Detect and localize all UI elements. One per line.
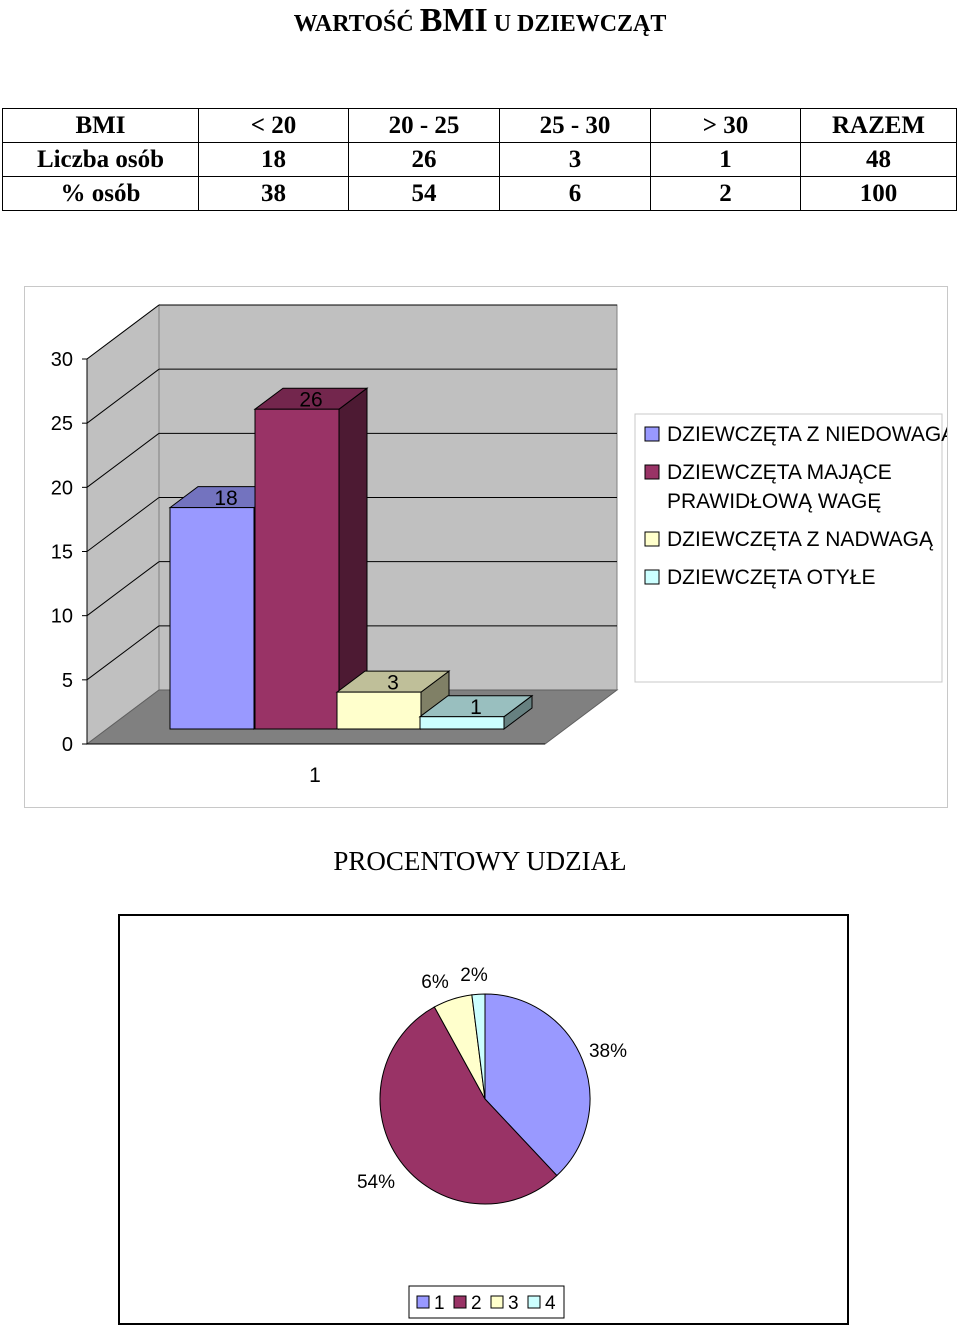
x-tick-label: 1 (309, 764, 321, 787)
gridline (86, 625, 160, 681)
legend-label: DZIEWCZĘTA Z NIEDOWAGĄ (667, 423, 947, 446)
table-cell: 26 (348, 142, 500, 177)
table-cell: 20 - 25 (348, 108, 500, 143)
title-part-1: WARTOŚĆ (293, 11, 420, 37)
pie-data-label: 6% (421, 972, 449, 993)
legend-swatch (644, 464, 660, 480)
bar (419, 716, 505, 730)
pie-chart: 38% 54% 6% 2% 1 2 3 4 (118, 914, 849, 1325)
table-cell: 2 (650, 176, 801, 211)
table-row: % osób 38 54 6 2 100 (2, 176, 957, 211)
table-cell: RAZEM (800, 108, 957, 143)
table-row-header: BMI (2, 108, 199, 143)
legend-label: DZIEWCZĘTA MAJĄCE PRAWIDŁOWĄ WAGĘ (667, 461, 892, 513)
pie-legend-label: 1 (434, 1293, 445, 1314)
pie-legend-swatch (453, 1295, 467, 1309)
y-tick-label: 30 (51, 349, 73, 371)
y-tick-label: 5 (62, 670, 73, 692)
table-cell: 100 (800, 176, 957, 211)
gridline (86, 368, 160, 424)
title-part-3: U DZIEWCZĄT (487, 11, 667, 37)
y-tick-label: 10 (51, 606, 73, 628)
pie-slice (471, 993, 486, 1100)
bar-data-label: 18 (214, 487, 237, 510)
table-cell: 18 (198, 142, 349, 177)
legend-swatch (644, 426, 660, 442)
page-title: WARTOŚĆ BMI U DZIEWCZĄT (0, 0, 960, 44)
pie-data-label: 2% (460, 965, 488, 986)
pie-data-label: 38% (589, 1041, 627, 1062)
bar-data-label: 1 (470, 696, 482, 719)
y-tick-label: 20 (51, 477, 73, 499)
legend-swatch (644, 531, 660, 547)
bar (336, 691, 422, 730)
legend-swatch (644, 569, 660, 585)
pie-data-label: 54% (357, 1172, 395, 1193)
table-cell: 25 - 30 (499, 108, 651, 143)
y-tick-label: 0 (62, 734, 73, 756)
table-row: BMI < 20 20 - 25 25 - 30 > 30 RAZEM (2, 108, 957, 143)
gridline (86, 497, 160, 552)
pie-slice (379, 1006, 558, 1205)
bar (169, 507, 255, 730)
table-cell: 1 (650, 142, 801, 177)
gridline (86, 304, 160, 360)
table-cell: 3 (499, 142, 651, 177)
table-cell: < 20 (198, 108, 349, 143)
table-cell: 6 (499, 176, 651, 211)
gridline (86, 432, 160, 488)
pie-legend-swatch (527, 1295, 541, 1309)
pie-legend-label: 3 (508, 1293, 519, 1314)
table-cell: > 30 (650, 108, 801, 143)
pie-legend-swatch (490, 1295, 504, 1309)
legend-label: DZIEWCZĘTA OTYŁE (667, 566, 875, 589)
pie-legend-label: 2 (471, 1293, 482, 1314)
legend-box (634, 413, 943, 683)
bmi-table: BMI < 20 20 - 25 25 - 30 > 30 RAZEM Liczba osó… (2, 108, 957, 211)
y-tick-label: 25 (51, 413, 73, 435)
title-part-2: BMI (419, 2, 488, 39)
table-cell: 54 (348, 176, 500, 211)
table-cell: 38 (198, 176, 349, 211)
bar-chart: 0 5 10 15 20 25 30 18 26 3 1 1 DZIEWCZĘTA Z NIEDOWAG… (24, 286, 956, 808)
bar-data-label: 3 (387, 672, 399, 695)
pie-legend-box (408, 1285, 565, 1319)
table-row-header: Liczba osób (2, 142, 199, 177)
table-row-header: % osób (2, 176, 199, 211)
pie-legend-swatch (416, 1295, 430, 1309)
legend-label: DZIEWCZĘTA Z NADWAGĄ (667, 528, 934, 551)
pie-slice (484, 993, 591, 1177)
pie-chart-title: PROCENTOWY UDZIAŁ (333, 846, 627, 876)
bar-chart-svg: 0 5 10 15 20 25 30 18 26 3 1 1 DZIEWCZĘTA Z NIEDOWAG… (51, 304, 956, 787)
y-tick-label: 15 (51, 542, 73, 564)
bar (254, 408, 340, 730)
pie-chart-svg: 38% 54% 6% 2% 1 2 3 4 (357, 965, 627, 1319)
table-cell: 48 (800, 142, 957, 177)
table-row: Liczba osób 18 26 3 1 48 (2, 142, 957, 177)
pie-legend-label: 4 (545, 1293, 556, 1314)
gridline (86, 561, 160, 617)
bar-data-label: 26 (299, 389, 322, 412)
